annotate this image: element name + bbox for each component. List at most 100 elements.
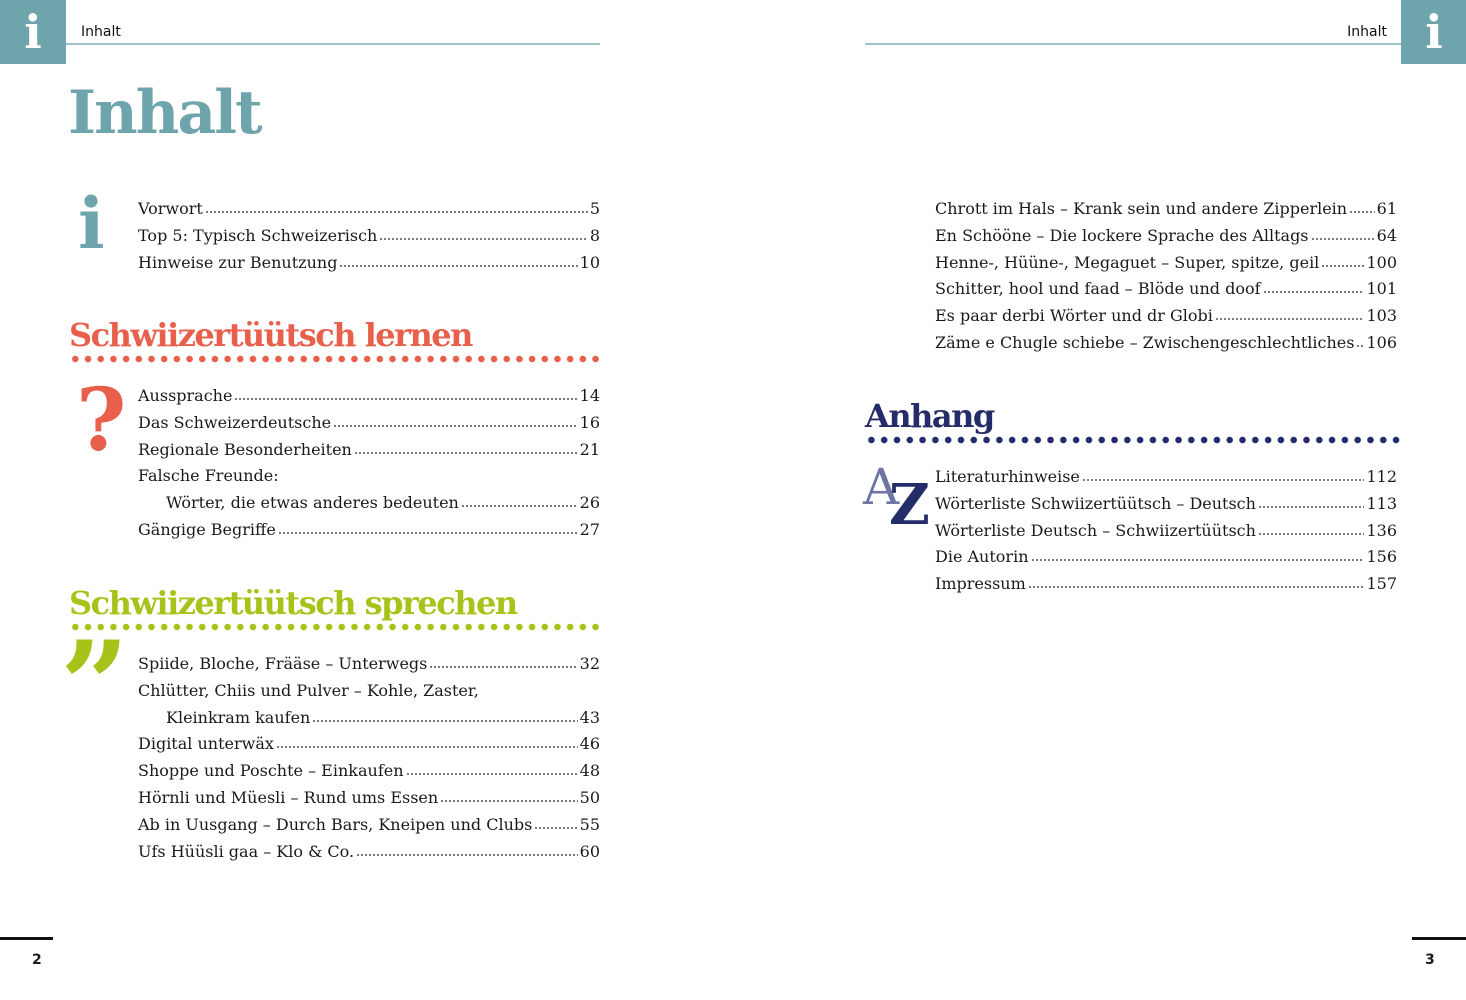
toc-entry[interactable]: En Schööne – Die lockere Sprache des All… [935, 223, 1397, 250]
toc-entry[interactable]: Wörterliste Deutsch – Schwiizertüütsch 13… [935, 518, 1397, 545]
toc-entry[interactable]: Vorwort 5 [138, 196, 600, 223]
toc-entry-label: Top 5: Typisch Schweizerisch [138, 225, 378, 245]
dot-leader [405, 773, 578, 776]
toc-entry-label: Wörterliste Deutsch – Schwiizertüütsch [935, 520, 1256, 540]
header-rule [865, 43, 1401, 45]
toc-entry[interactable]: Hinweise zur Benutzung 10 [138, 250, 600, 277]
section-heading-anhang: Anhang [865, 397, 995, 435]
toc-entry[interactable]: Ufs Hüüsli gaa – Klo & Co. 60 [138, 839, 600, 866]
question-mark-icon: ? [76, 370, 127, 471]
page-title: Inhalt [68, 78, 263, 148]
toc-entry-label: Ufs Hüüsli gaa – Klo & Co. [138, 841, 355, 861]
toc-entry-page: 16 [579, 412, 600, 432]
dot-leader [234, 398, 578, 400]
toc-entry-label: Zäme e Chugle schiebe – Zwischengeschlec… [935, 332, 1355, 352]
dot-leader [460, 505, 578, 508]
letter-z: Z [889, 472, 930, 538]
toc-entry[interactable]: Falsche Freunde: [138, 463, 600, 490]
dot-leader [1257, 532, 1365, 535]
footer-rule [1412, 937, 1466, 940]
toc-intro: Vorwort 5 Top 5: Typisch Schweizerisch 8 Hin… [138, 196, 600, 276]
dot-leader [1081, 479, 1365, 481]
dotted-rule [69, 623, 603, 631]
toc-entry-label: Literaturhinweise [935, 467, 1080, 486]
toc-entry-label: Regionale Besonderheiten [138, 439, 352, 459]
toc-entry[interactable]: Henne-, Hüüne-, Megaguet – Super, spitze… [935, 250, 1397, 277]
toc-entry-label: Das Schweizerdeutsche [138, 412, 332, 432]
toc-entry-label: Shoppe und Poschte – Einkaufen [138, 761, 404, 781]
toc-entry[interactable]: Kleinkram kaufen 43 [138, 705, 600, 732]
dot-leader [339, 264, 578, 267]
toc-entry[interactable]: Wörter, die etwas anderes bedeuten 26 [138, 490, 600, 517]
info-tab-icon: i [1401, 0, 1466, 64]
toc-entry[interactable]: Die Autorin 156 [935, 544, 1397, 571]
toc-entry[interactable]: Hörnli und Müesli – Rund ums Essen 50 [138, 785, 600, 812]
toc-entry-page: 48 [579, 761, 600, 781]
dot-leader [275, 746, 578, 749]
toc-entry[interactable]: Es paar derbi Wörter und dr Globi 103 [935, 303, 1397, 330]
dot-leader [1030, 559, 1365, 562]
toc-entry[interactable]: Zäme e Chugle schiebe – Zwischengeschlec… [935, 330, 1397, 357]
toc-entry[interactable]: Chrott im Hals – Krank sein und andere Z… [935, 196, 1397, 223]
toc-entry-page: 21 [579, 439, 600, 459]
dot-leader [1262, 291, 1365, 294]
toc-entry[interactable]: Impressum 157 [935, 571, 1397, 598]
toc-entry-page: 8 [589, 225, 600, 245]
letter-a: A [863, 458, 900, 516]
dot-leader [204, 211, 588, 213]
toc-entry[interactable]: Spiide, Bloche, Frääse – Unterwegs 32 [138, 651, 600, 678]
toc-sprechen: Spiide, Bloche, Frääse – Unterwegs 32 Chlü… [138, 651, 600, 865]
toc-entry-page: 50 [579, 787, 600, 807]
toc-entry[interactable]: Ab in Uusgang – Durch Bars, Kneipen und … [138, 812, 600, 839]
running-header-right: Inhalt [1347, 24, 1387, 40]
toc-entry-page: 26 [579, 493, 600, 513]
toc-entry-page: 5 [589, 199, 600, 218]
running-header-left: Inhalt [81, 24, 121, 40]
toc-entry[interactable]: Chlütter, Chiis und Pulver – Kohle, Zast… [138, 678, 600, 705]
dot-leader [312, 719, 578, 722]
toc-entry[interactable]: Schitter, hool und faad – Blöde und doof… [935, 276, 1397, 303]
toc-entry-label: Die Autorin [935, 547, 1029, 567]
toc-entry-label: Aussprache [138, 386, 233, 405]
toc-entry-label: Schitter, hool und faad – Blöde und doof [935, 279, 1261, 299]
toc-entry-label: Vorwort [138, 199, 203, 218]
toc-entry-label: Wörter, die etwas anderes bedeuten [166, 493, 459, 513]
toc-entry[interactable]: Digital unterwäx 46 [138, 731, 600, 758]
toc-entry-page: 61 [1376, 199, 1397, 218]
toc-entry-page: 157 [1366, 574, 1397, 594]
dot-leader [379, 237, 588, 240]
toc-entry-page: 113 [1366, 493, 1397, 513]
toc-entry-label: Falsche Freunde: [138, 466, 279, 486]
toc-entry[interactable]: Das Schweizerdeutsche 16 [138, 410, 600, 437]
footer-rule [0, 937, 53, 940]
toc-entry-page: 43 [579, 707, 600, 727]
toc-entry[interactable]: Regionale Besonderheiten 21 [138, 437, 600, 464]
toc-entry[interactable]: Literaturhinweise 112 [935, 464, 1397, 491]
section-heading-lernen: Schwiizertüütsch lernen [69, 316, 473, 354]
header-rule [66, 43, 600, 45]
toc-entry-label: Wörterliste Schwiizertüütsch – Deutsch [935, 493, 1256, 513]
toc-entry-page: 55 [579, 814, 600, 834]
toc-entry[interactable]: Gängige Begriffe 27 [138, 517, 600, 544]
toc-entry-label: Ab in Uusgang – Durch Bars, Kneipen und … [138, 814, 533, 834]
toc-sprechen-continued: Chrott im Hals – Krank sein und andere Z… [935, 196, 1397, 357]
a-z-icon: A Z [863, 458, 933, 538]
dot-leader [1321, 264, 1365, 267]
dot-leader [277, 531, 578, 534]
toc-entry-label: Spiide, Bloche, Frääse – Unterwegs [138, 654, 428, 673]
dotted-rule [865, 436, 1400, 444]
toc-entry[interactable]: Top 5: Typisch Schweizerisch 8 [138, 223, 600, 250]
toc-entry-label: Hörnli und Müesli – Rund ums Essen [138, 787, 439, 807]
dot-leader [429, 666, 578, 668]
toc-entry-page: 112 [1366, 467, 1397, 486]
toc-entry[interactable]: Wörterliste Schwiizertüütsch – Deutsch 11… [935, 491, 1397, 518]
toc-entry-label: Es paar derbi Wörter und dr Globi [935, 306, 1213, 326]
toc-entry[interactable]: Aussprache 14 [138, 383, 600, 410]
toc-entry-label: Gängige Begriffe [138, 519, 276, 539]
dot-leader [1356, 344, 1365, 347]
toc-entry[interactable]: Shoppe und Poschte – Einkaufen 48 [138, 758, 600, 785]
toc-entry-page: 27 [579, 519, 600, 539]
toc-entry-page: 64 [1376, 225, 1397, 245]
toc-entry-page: 100 [1366, 252, 1397, 272]
quote-icon: ” [60, 615, 130, 756]
